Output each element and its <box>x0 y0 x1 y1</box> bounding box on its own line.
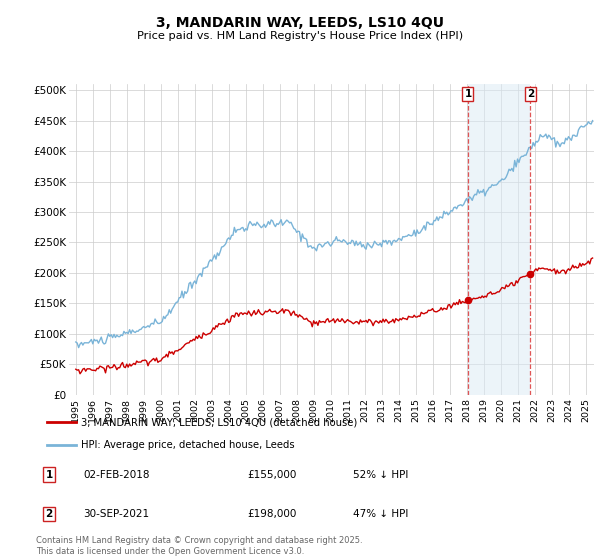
Text: 52% ↓ HPI: 52% ↓ HPI <box>353 470 408 479</box>
Text: £198,000: £198,000 <box>247 509 296 519</box>
Text: 02-FEB-2018: 02-FEB-2018 <box>83 470 150 479</box>
Text: Contains HM Land Registry data © Crown copyright and database right 2025.
This d: Contains HM Land Registry data © Crown c… <box>36 536 362 556</box>
Text: 47% ↓ HPI: 47% ↓ HPI <box>353 509 408 519</box>
Text: Price paid vs. HM Land Registry's House Price Index (HPI): Price paid vs. HM Land Registry's House … <box>137 31 463 41</box>
Text: HPI: Average price, detached house, Leeds: HPI: Average price, detached house, Leed… <box>81 440 295 450</box>
Bar <box>468 84 530 395</box>
Text: 1: 1 <box>464 88 472 99</box>
Text: 3, MANDARIN WAY, LEEDS, LS10 4QU (detached house): 3, MANDARIN WAY, LEEDS, LS10 4QU (detach… <box>81 417 357 427</box>
Text: 2: 2 <box>527 88 534 99</box>
Text: 1: 1 <box>46 470 53 479</box>
Text: 30-SEP-2021: 30-SEP-2021 <box>83 509 149 519</box>
Text: 2: 2 <box>46 509 53 519</box>
Text: £155,000: £155,000 <box>247 470 296 479</box>
Text: 3, MANDARIN WAY, LEEDS, LS10 4QU: 3, MANDARIN WAY, LEEDS, LS10 4QU <box>156 16 444 30</box>
